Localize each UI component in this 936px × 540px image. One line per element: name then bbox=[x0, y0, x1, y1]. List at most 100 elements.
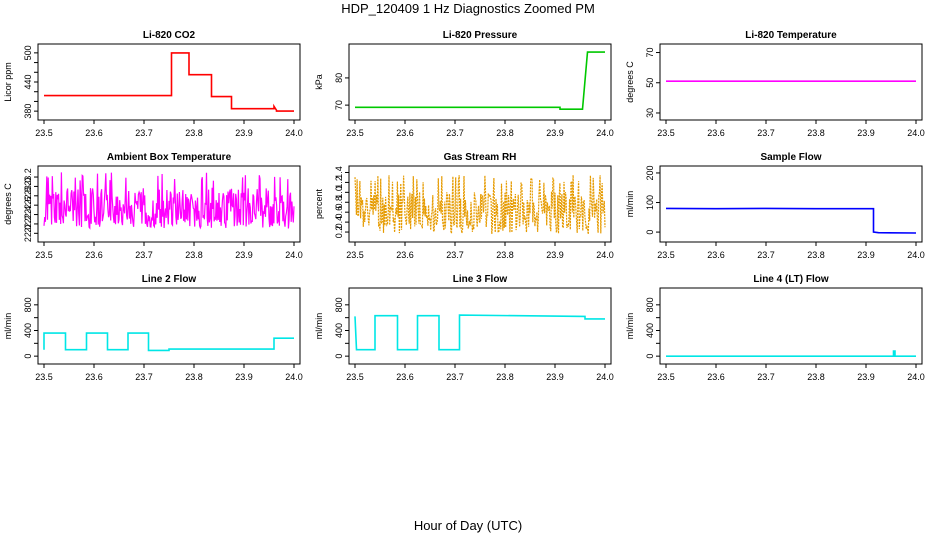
panel-4-frame bbox=[37, 165, 301, 243]
panel-1-title: Li-820 CO2 bbox=[143, 30, 196, 41]
panel-9-series-line bbox=[666, 350, 916, 357]
panel-9-xtick-label: 23.9 bbox=[857, 372, 875, 382]
panel-8-series-line bbox=[354, 314, 605, 351]
panel-9-xtick-label: 23.6 bbox=[707, 372, 725, 382]
panel-7-ytick-label: 0 bbox=[23, 354, 33, 359]
panel-3-xtick-label: 24.0 bbox=[907, 128, 925, 138]
panel-3-xtick-label: 23.9 bbox=[857, 128, 875, 138]
panel-6-frame bbox=[659, 165, 923, 243]
panel-4-xtick-label: 24.0 bbox=[285, 250, 303, 260]
panel-1-xtick-label: 23.5 bbox=[35, 128, 53, 138]
panel-3-xtick-label: 23.7 bbox=[757, 128, 775, 138]
panel-2-xtick-label: 23.7 bbox=[446, 128, 464, 138]
panel-7-xtick-label: 23.8 bbox=[185, 372, 203, 382]
main-title: HDP_120409 1 Hz Diagnostics Zoomed PM bbox=[341, 1, 595, 16]
panel-4-xtick-label: 23.8 bbox=[185, 250, 203, 260]
panel-8-ytick-label: 400 bbox=[334, 323, 344, 338]
panel-1-xtick-label: 24.0 bbox=[285, 128, 303, 138]
panel-8-xtick-label: 24.0 bbox=[596, 372, 614, 382]
panel-6-xtick-label: 23.8 bbox=[807, 250, 825, 260]
panel-3-ytick-label: 70 bbox=[645, 48, 655, 58]
panel-4-ytick-label: 22.4 bbox=[23, 206, 33, 224]
panel-7-ytick-label: 400 bbox=[23, 323, 33, 338]
panel-5-xtick-label: 23.6 bbox=[396, 250, 414, 260]
panel-4-series-line bbox=[43, 172, 295, 230]
panel-1-xtick-label: 23.7 bbox=[135, 128, 153, 138]
panel-6-xtick-label: 23.6 bbox=[707, 250, 725, 260]
panel-8-xtick-label: 23.9 bbox=[546, 372, 564, 382]
panel-8-frame bbox=[348, 287, 612, 365]
panel-5-xtick-label: 23.8 bbox=[496, 250, 514, 260]
panel-5-ytick-label: 1.2 bbox=[334, 176, 344, 189]
panel-2-ytick-label: 70 bbox=[334, 100, 344, 110]
panel-5-xtick-label: 24.0 bbox=[596, 250, 614, 260]
panel-4-xtick-label: 23.5 bbox=[35, 250, 53, 260]
panel-1-ylabel: Licor ppm bbox=[3, 62, 13, 102]
panel-4-title: Ambient Box Temperature bbox=[107, 152, 232, 163]
panel-8-xtick-label: 23.6 bbox=[396, 372, 414, 382]
panel-9-ytick-label: 0 bbox=[645, 354, 655, 359]
panel-1-xtick-label: 23.9 bbox=[235, 128, 253, 138]
panel-8-xtick-label: 23.8 bbox=[496, 372, 514, 382]
panel-5-ytick-label: 0.8 bbox=[334, 196, 344, 209]
panel-5-ytick-label: 1.0 bbox=[334, 186, 344, 199]
panel-9-title: Line 4 (LT) Flow bbox=[753, 274, 829, 285]
panel-4-ylabel: degrees C bbox=[3, 183, 13, 225]
panel-2-ylabel: kPa bbox=[314, 74, 324, 90]
panel-1-series-line bbox=[44, 52, 294, 112]
panel-8-xtick-label: 23.5 bbox=[346, 372, 364, 382]
panel-3-xtick-label: 23.6 bbox=[707, 128, 725, 138]
panel-9-xtick-label: 23.5 bbox=[657, 372, 675, 382]
panel-5-series-line bbox=[354, 175, 606, 235]
panel-4-xtick-label: 23.7 bbox=[135, 250, 153, 260]
panel-5-ylabel: percent bbox=[314, 188, 324, 219]
panel-1-xtick-label: 23.8 bbox=[185, 128, 203, 138]
panel-1-ytick-label: 500 bbox=[23, 45, 33, 60]
panel-7-xtick-label: 23.7 bbox=[135, 372, 153, 382]
panel-9-ytick-label: 800 bbox=[645, 297, 655, 312]
panel-2-xtick-label: 23.9 bbox=[546, 128, 564, 138]
panel-5-ytick-label: 0.2 bbox=[334, 226, 344, 239]
panel-2-xtick-label: 23.8 bbox=[496, 128, 514, 138]
panel-3-title: Li-820 Temperature bbox=[745, 30, 837, 41]
panel-7-series-line bbox=[43, 332, 294, 352]
panel-4-ytick-label: 22.8 bbox=[23, 187, 33, 205]
panel-6-xtick-label: 24.0 bbox=[907, 250, 925, 260]
panel-7-xtick-label: 24.0 bbox=[285, 372, 303, 382]
panel-6-ytick-label: 0 bbox=[645, 230, 655, 235]
panel-3-xtick-label: 23.5 bbox=[657, 128, 675, 138]
panel-7-title: Line 2 Flow bbox=[142, 274, 197, 285]
panel-3-ylabel: degrees C bbox=[625, 61, 635, 103]
panel-5-xtick-label: 23.7 bbox=[446, 250, 464, 260]
panel-5-ytick-label: 1.4 bbox=[334, 166, 344, 179]
panel-1-xtick-label: 23.6 bbox=[85, 128, 103, 138]
panel-9-xtick-label: 23.8 bbox=[807, 372, 825, 382]
panel-8-xtick-label: 23.7 bbox=[446, 372, 464, 382]
panel-2-frame bbox=[348, 43, 612, 121]
panel-8-ylabel: ml/min bbox=[314, 313, 324, 340]
panel-8-ytick-label: 0 bbox=[334, 354, 344, 359]
panel-2-ytick-label: 80 bbox=[334, 73, 344, 83]
panel-3-ytick-label: 50 bbox=[645, 78, 655, 88]
panel-7-xtick-label: 23.5 bbox=[35, 372, 53, 382]
panel-6-ytick-label: 200 bbox=[645, 165, 655, 180]
panel-3-xtick-label: 23.8 bbox=[807, 128, 825, 138]
panel-7-xtick-label: 23.6 bbox=[85, 372, 103, 382]
panel-4-ytick-label: 22.6 bbox=[23, 196, 33, 214]
panel-5-xtick-label: 23.9 bbox=[546, 250, 564, 260]
panel-9-ylabel: ml/min bbox=[625, 313, 635, 340]
panel-9-ytick-label: 400 bbox=[645, 323, 655, 338]
panel-5-title: Gas Stream RH bbox=[444, 152, 517, 163]
panel-2-xtick-label: 24.0 bbox=[596, 128, 614, 138]
panel-5-frame bbox=[348, 165, 612, 243]
panel-6-ytick-label: 100 bbox=[645, 195, 655, 210]
panel-6-ylabel: ml/min bbox=[625, 191, 635, 218]
panel-7-ylabel: ml/min bbox=[3, 313, 13, 340]
panel-4-ytick-label: 22.0 bbox=[23, 225, 33, 243]
panel-6-series-line bbox=[665, 207, 917, 234]
panel-4-ytick-label: 22.2 bbox=[23, 215, 33, 233]
panel-1-ytick-label: 440 bbox=[23, 74, 33, 89]
panel-9-xtick-label: 23.7 bbox=[757, 372, 775, 382]
panel-2-series-line bbox=[355, 51, 605, 110]
